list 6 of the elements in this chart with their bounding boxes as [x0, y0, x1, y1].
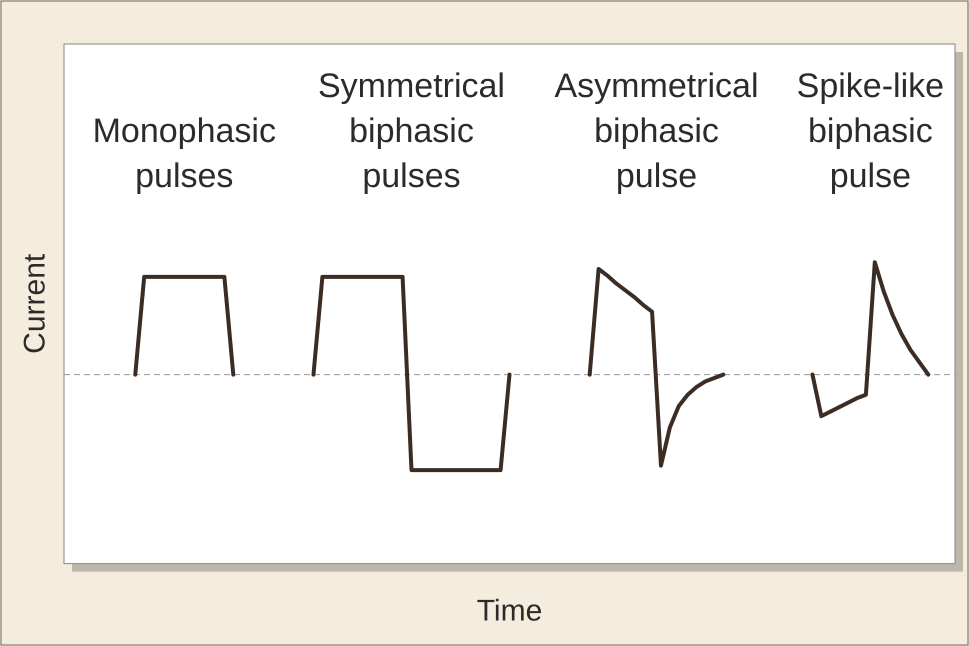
text: Symmetrical biphasic pulses	[318, 67, 506, 195]
text: Asymmetrical biphasic pulse	[554, 67, 759, 195]
x-axis-title: Time	[476, 594, 542, 628]
text: Monophasic pulses	[92, 112, 276, 195]
text: Spike-like biphasic pulse	[796, 67, 944, 195]
y-axis-title: Current	[18, 253, 52, 354]
